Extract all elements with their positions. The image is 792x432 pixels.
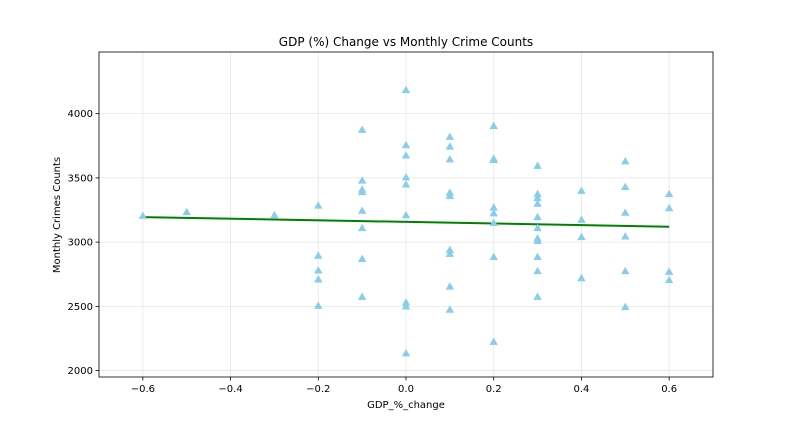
data-point-triangle bbox=[445, 249, 455, 257]
x-axis-ticks: −0.6 −0.4 −0.2 0.0 0.2 0.4 0.6 bbox=[131, 377, 677, 395]
data-point-triangle bbox=[489, 337, 498, 345]
data-point-triangle bbox=[621, 302, 630, 311]
data-point-triangle bbox=[621, 266, 630, 275]
data-point-triangle bbox=[577, 273, 586, 282]
data-point-triangle bbox=[621, 232, 630, 240]
data-point-triangle bbox=[621, 208, 630, 216]
data-point-triangle bbox=[401, 140, 411, 149]
trendline-layer bbox=[142, 216, 670, 228]
data-point-triangle bbox=[533, 193, 542, 201]
data-point-triangle bbox=[533, 252, 542, 261]
data-point-triangle bbox=[401, 298, 411, 306]
data-point-triangle bbox=[489, 155, 498, 164]
data-points bbox=[138, 85, 674, 357]
data-point-triangle bbox=[401, 349, 411, 357]
data-point-triangle bbox=[577, 186, 586, 194]
data-point-triangle bbox=[357, 254, 367, 262]
data-point-triangle bbox=[445, 305, 455, 313]
data-point-triangle bbox=[533, 223, 542, 232]
data-point-triangle bbox=[357, 125, 367, 133]
data-point-triangle bbox=[314, 251, 323, 259]
data-point-triangle bbox=[314, 266, 323, 274]
x-tick-label: −0.2 bbox=[306, 384, 330, 395]
data-point-triangle bbox=[533, 212, 542, 221]
chart-title: GDP (%) Change vs Monthly Crime Counts bbox=[279, 35, 533, 49]
data-point-triangle bbox=[138, 211, 148, 219]
data-point-triangle bbox=[401, 210, 411, 219]
data-point-triangle bbox=[621, 182, 630, 191]
data-point-triangle bbox=[445, 132, 455, 140]
x-tick-label: −0.4 bbox=[218, 384, 242, 395]
y-tick-label: 3500 bbox=[68, 173, 93, 184]
y-tick-label: 2500 bbox=[68, 302, 93, 313]
data-point-triangle bbox=[401, 85, 411, 94]
data-point-triangle bbox=[445, 142, 455, 150]
data-point-triangle bbox=[314, 201, 323, 209]
data-point-triangle bbox=[489, 252, 498, 261]
y-axis-ticks: 2000 2500 3000 3500 4000 bbox=[68, 109, 99, 377]
data-point-triangle bbox=[270, 210, 279, 219]
x-tick-label: 0.6 bbox=[661, 384, 677, 395]
data-point-triangle bbox=[357, 206, 367, 214]
data-point-triangle bbox=[357, 223, 367, 232]
data-point-triangle bbox=[445, 245, 455, 253]
x-tick-label: 0.4 bbox=[573, 384, 589, 395]
x-tick-label: −0.6 bbox=[131, 384, 155, 395]
data-point-triangle bbox=[445, 155, 455, 163]
data-point-triangle bbox=[489, 121, 498, 130]
data-point-triangle bbox=[357, 292, 367, 300]
y-tick-label: 2000 bbox=[68, 366, 93, 377]
data-point-triangle bbox=[664, 275, 674, 284]
data-point-triangle bbox=[401, 173, 411, 181]
data-point-triangle bbox=[314, 301, 323, 309]
data-point-triangle bbox=[533, 292, 542, 300]
y-tick-label: 3000 bbox=[68, 238, 93, 249]
data-point-triangle bbox=[489, 209, 498, 217]
data-point-triangle bbox=[533, 266, 542, 275]
data-point-triangle bbox=[664, 267, 674, 275]
y-tick-label: 4000 bbox=[68, 109, 93, 120]
data-point-triangle bbox=[357, 187, 367, 196]
x-tick-label: 0.0 bbox=[398, 384, 414, 395]
data-point-triangle bbox=[445, 191, 455, 200]
data-point-triangle bbox=[577, 232, 586, 241]
x-tick-label: 0.2 bbox=[486, 384, 502, 395]
data-point-triangle bbox=[182, 207, 191, 216]
x-axis-label: GDP_%_change bbox=[367, 400, 445, 411]
data-point-triangle bbox=[621, 156, 630, 165]
data-point-triangle bbox=[577, 215, 586, 223]
data-point-triangle bbox=[401, 302, 411, 310]
data-point-triangle bbox=[533, 189, 542, 198]
data-point-triangle bbox=[401, 151, 411, 159]
data-point-triangle bbox=[314, 275, 323, 283]
data-point-triangle bbox=[533, 236, 542, 244]
data-point-triangle bbox=[357, 176, 367, 184]
data-point-triangle bbox=[489, 218, 498, 226]
data-point-triangle bbox=[533, 199, 542, 207]
y-axis-label: Monthly Crimes Counts bbox=[52, 157, 63, 273]
data-point-triangle bbox=[401, 180, 411, 188]
data-point-triangle bbox=[664, 189, 674, 198]
trend-line bbox=[142, 216, 670, 228]
data-point-triangle bbox=[664, 203, 674, 212]
data-point-triangle bbox=[489, 203, 498, 211]
data-point-triangle bbox=[445, 282, 455, 290]
data-point-triangle bbox=[533, 161, 542, 169]
